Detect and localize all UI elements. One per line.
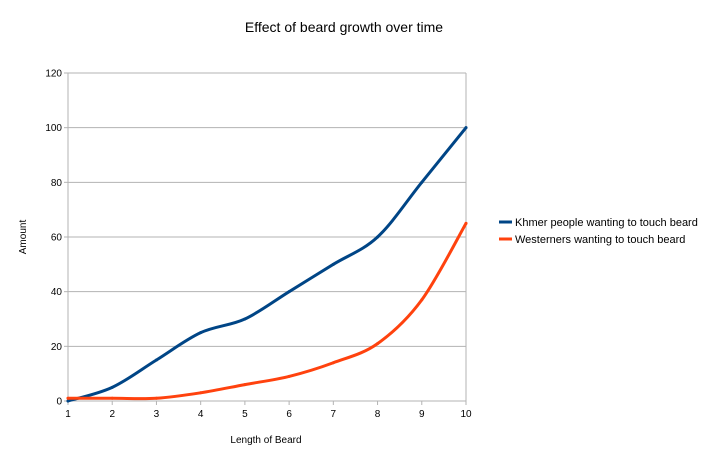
data-point: [199, 391, 203, 395]
chart-title: Effect of beard growth over time: [245, 19, 443, 35]
data-point: [331, 361, 335, 365]
data-point: [199, 331, 203, 335]
x-tick-label: 3: [154, 409, 160, 420]
series-lines: [66, 126, 468, 403]
data-point: [376, 235, 380, 239]
legend-label: Khmer people wanting to touch beard: [515, 217, 698, 229]
y-tick-label: 100: [45, 123, 62, 134]
data-point: [243, 383, 247, 387]
x-tick-label: 5: [242, 409, 248, 420]
data-point: [331, 262, 335, 266]
x-axis-label: Length of Beard: [230, 435, 301, 446]
x-tick-label: 4: [198, 409, 204, 420]
data-point: [110, 385, 114, 389]
data-point: [376, 342, 380, 346]
data-point: [287, 290, 291, 294]
y-tick-label: 40: [51, 287, 63, 298]
x-tick-label: 8: [375, 409, 381, 420]
series-line-2: [66, 221, 468, 401]
legend: Khmer people wanting to touch beard Weste…: [499, 217, 698, 246]
data-point: [287, 374, 291, 378]
data-point: [420, 298, 424, 302]
x-tick-labels: 1 2 3 4 5 6 7 8 9 10: [65, 401, 472, 420]
data-point: [66, 396, 70, 400]
data-point: [154, 358, 158, 362]
x-tick-label: 10: [460, 409, 472, 420]
data-point: [464, 221, 468, 225]
y-axis-label: Amount: [18, 220, 29, 255]
y-tick-label: 0: [56, 397, 62, 408]
legend-label: Westerners wanting to touch beard: [515, 234, 685, 246]
x-tick-label: 2: [109, 409, 115, 420]
y-tick-label: 20: [51, 342, 63, 353]
y-tick-label: 80: [51, 178, 63, 189]
data-point: [110, 396, 114, 400]
data-point: [243, 317, 247, 321]
data-point: [154, 396, 158, 400]
data-point: [66, 399, 70, 403]
series-line-1: [66, 126, 468, 403]
x-tick-label: 9: [419, 409, 425, 420]
x-tick-label: 7: [331, 409, 337, 420]
x-tick-label: 6: [286, 409, 292, 420]
x-tick-label: 1: [65, 409, 71, 420]
y-tick-label: 120: [45, 69, 62, 80]
data-point: [464, 126, 468, 130]
y-tick-labels: 0 20 40 60 80 100 120: [45, 69, 62, 408]
gridlines: [64, 72, 466, 402]
y-tick-label: 60: [51, 233, 63, 244]
data-point: [420, 180, 424, 184]
